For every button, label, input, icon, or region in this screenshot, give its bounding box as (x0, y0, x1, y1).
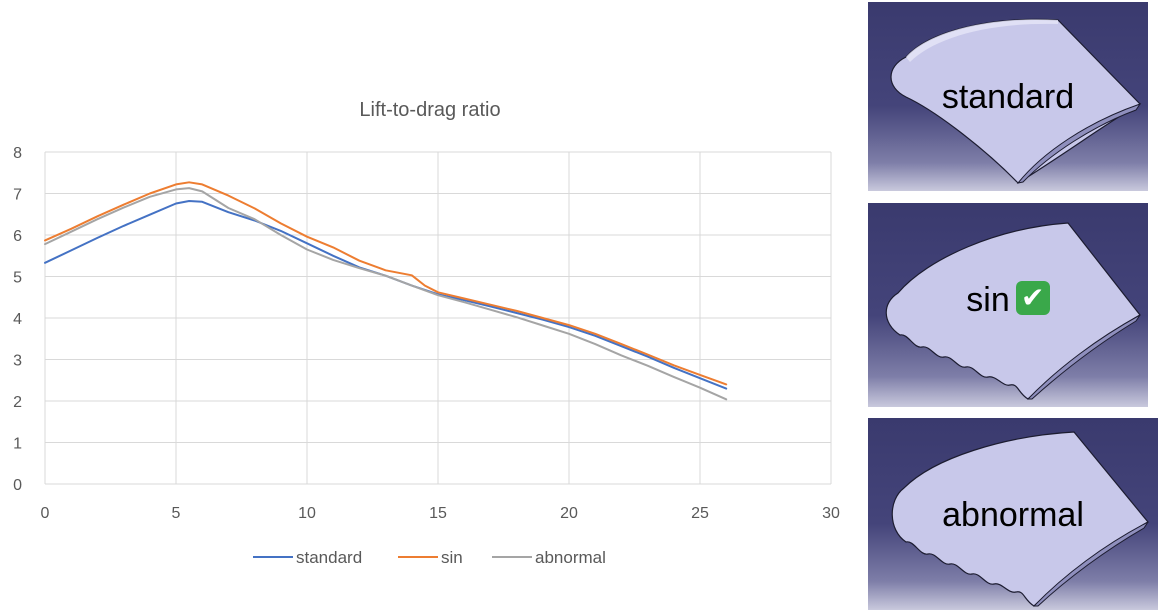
x-tick-label: 0 (41, 505, 50, 522)
wing-abnormal-image (891, 431, 1149, 607)
x-tick-label: 15 (429, 505, 447, 522)
y-tick-label: 3 (13, 353, 22, 370)
legend-label-sin: sin (441, 548, 463, 567)
y-tick-label: 8 (13, 145, 22, 162)
chart-title: Lift-to-drag ratio (359, 99, 500, 121)
chart-series (44, 181, 728, 401)
check-icon: ✔ (1015, 281, 1050, 315)
legend-label-standard: standard (296, 548, 362, 567)
panel-sin: sin ✔ (868, 203, 1148, 407)
y-tick-label: 7 (13, 187, 22, 204)
x-tick-label: 30 (822, 505, 840, 522)
panel-label-sin-text: sin (966, 281, 1010, 319)
series-line-sin (44, 181, 728, 386)
panel-label-standard: standard (941, 78, 1075, 116)
chart-legend: standard sin abnormal (253, 548, 606, 567)
chart: Lift-to-drag ratio 0 1 2 3 4 5 6 7 8 0 5 10 15 20 25 3… (13, 99, 840, 567)
panel-abnormal: abnormal (868, 418, 1158, 610)
series-line-standard (44, 200, 728, 390)
y-axis-ticks: 0 1 2 3 4 5 6 7 8 (13, 145, 22, 494)
panel-standard: standard (868, 2, 1148, 191)
panel-label-abnormal: abnormal (942, 496, 1084, 534)
y-tick-label: 4 (13, 311, 22, 328)
chart-grid (44, 151, 832, 485)
x-tick-label: 25 (691, 505, 709, 522)
y-tick-label: 6 (13, 228, 22, 245)
series-line-abnormal (44, 187, 728, 401)
y-tick-label: 1 (13, 436, 22, 453)
x-axis-ticks: 0 5 10 15 20 25 30 (41, 505, 840, 522)
y-tick-label: 2 (13, 394, 22, 411)
y-tick-label: 0 (13, 477, 22, 494)
x-tick-label: 10 (298, 505, 316, 522)
panel-label-sin: sin ✔ (868, 281, 1148, 320)
x-tick-label: 5 (172, 505, 181, 522)
y-tick-label: 5 (13, 270, 22, 287)
wing-sin-image (885, 222, 1141, 400)
legend-label-abnormal: abnormal (535, 548, 606, 567)
x-tick-label: 20 (560, 505, 578, 522)
wing-standard-image (890, 18, 1142, 184)
